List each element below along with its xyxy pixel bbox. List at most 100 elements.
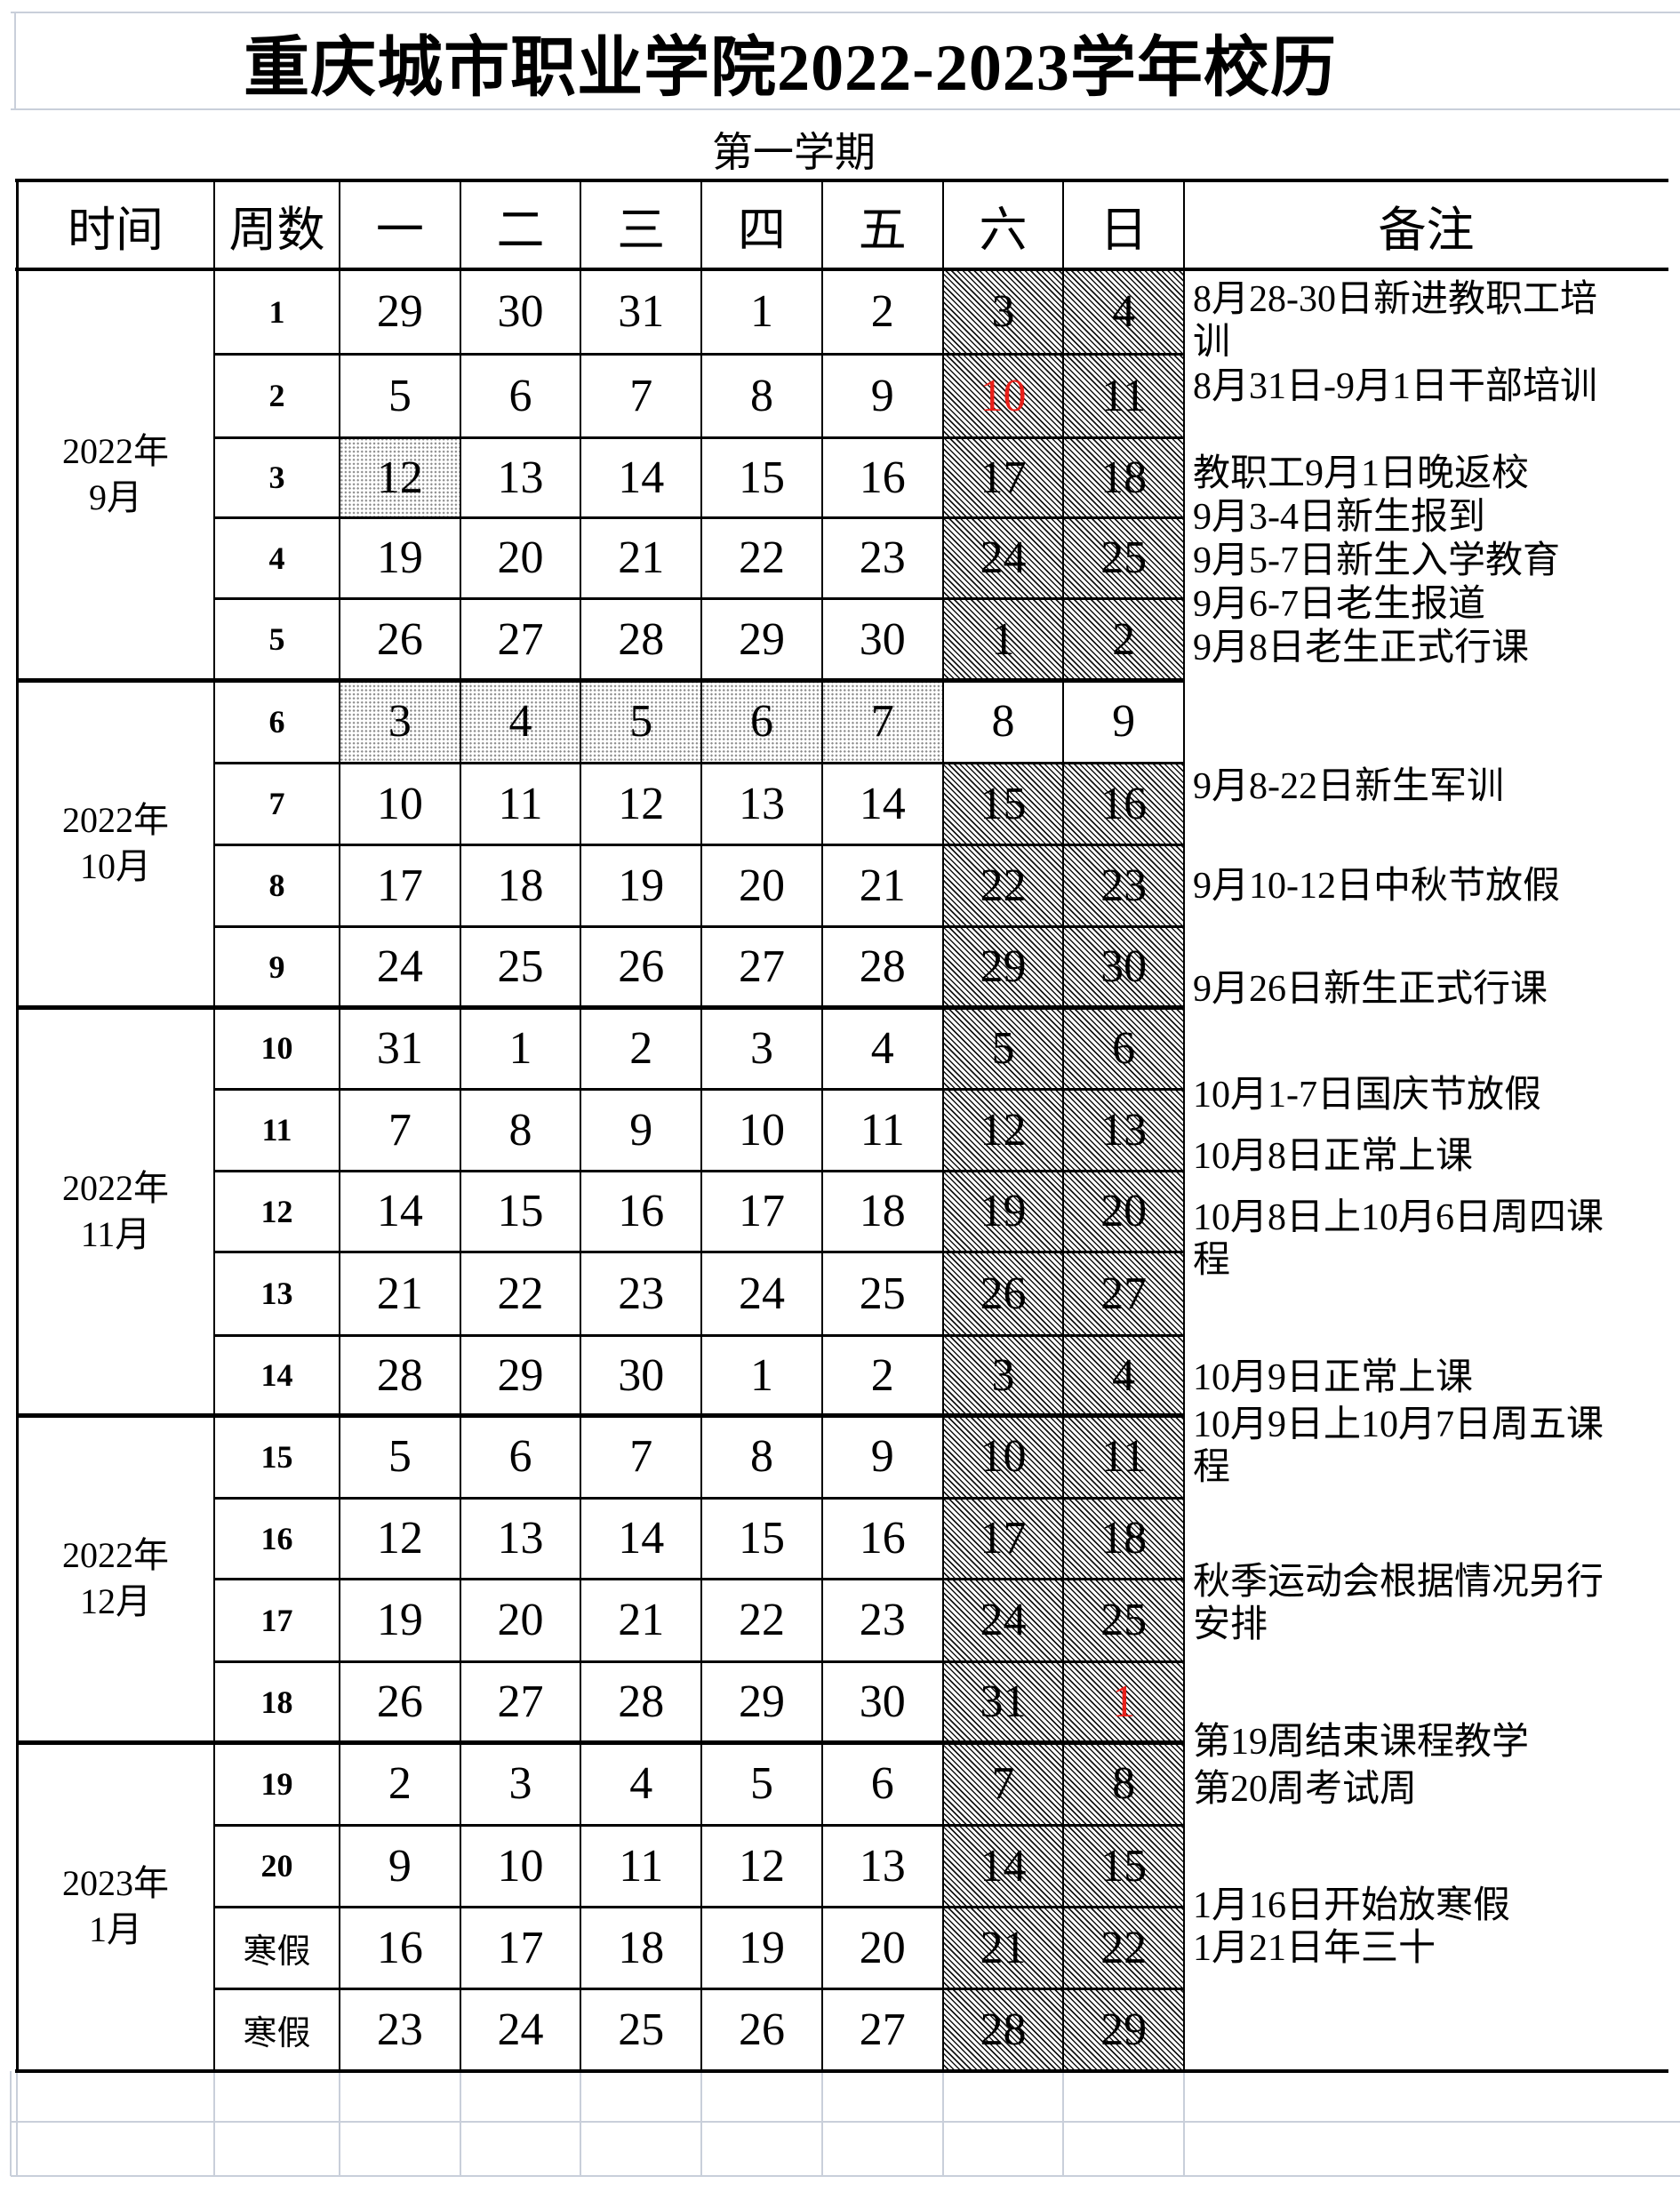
day-cell: 31 — [942, 1661, 1064, 1742]
header-day-label: 二 — [496, 203, 545, 257]
header-day-label: 六 — [979, 203, 1028, 257]
month-cell: 2022年 9月 — [17, 269, 214, 680]
day-number: 5 — [388, 1431, 412, 1482]
table-border-line — [17, 1004, 1184, 1010]
day-number: 14 — [859, 778, 906, 829]
remark-line: 10月9日上10月7日周五课 — [1193, 1404, 1604, 1445]
week-number-cell: 13 — [214, 1252, 340, 1335]
remark-item: 10月9日上10月7日周五课程 — [1193, 1404, 1664, 1489]
day-cell: 10 — [701, 1089, 822, 1171]
day-cell: 18 — [580, 1907, 701, 1988]
day-cell: 7 — [580, 354, 701, 437]
table-border-line — [214, 516, 1184, 519]
day-number: 28 — [376, 1349, 423, 1401]
day-number: 23 — [1100, 860, 1148, 911]
day-cell: 10 — [942, 354, 1064, 437]
day-number: 19 — [738, 1922, 785, 1973]
day-number: 13 — [859, 1840, 906, 1892]
day-number: 6 — [749, 696, 773, 747]
day-number: 19 — [618, 860, 665, 911]
day-number: 30 — [497, 286, 544, 337]
remark-line: 9月10-12日中秋节放假 — [1193, 866, 1560, 907]
day-cell: 21 — [340, 1252, 460, 1335]
day-number: 14 — [376, 1186, 423, 1236]
header-remarks-cell: 备注 — [1184, 180, 1668, 269]
day-cell: 12 — [701, 1825, 822, 1907]
day-cell: 5 — [340, 354, 460, 437]
day-number: 20 — [1100, 1186, 1148, 1236]
day-cell: 26 — [701, 1988, 822, 2071]
month-year-label: 2022年 — [62, 431, 169, 471]
day-number: 25 — [618, 2004, 665, 2055]
day-cell: 17 — [340, 844, 460, 926]
day-cell: 25 — [1063, 517, 1184, 598]
week-number-cell: 2 — [214, 354, 340, 437]
day-cell: 13 — [822, 1825, 943, 1907]
month-year-label: 2022年 — [62, 1535, 169, 1575]
header-time-cell: 时间 — [17, 180, 214, 269]
day-cell: 9 — [822, 1415, 943, 1498]
remark-item: 1月21日年三十 — [1193, 1927, 1664, 1970]
day-cell: 27 — [460, 1661, 581, 1742]
table-border-line — [1183, 180, 1185, 2071]
day-number: 28 — [618, 613, 665, 665]
day-number: 23 — [859, 1595, 906, 1645]
day-cell: 15 — [701, 437, 822, 517]
day-cell: 16 — [822, 1498, 943, 1579]
day-cell: 3 — [340, 680, 460, 763]
day-number: 23 — [618, 1268, 665, 1319]
remark-item: 教职工9月1日晚返校 — [1193, 452, 1664, 495]
day-number: 8 — [1112, 1758, 1136, 1809]
month-cell: 2022年 10月 — [17, 680, 214, 1007]
table-border-line — [214, 596, 1184, 600]
week-number-cell: 寒假 — [214, 1907, 340, 1988]
day-cell: 30 — [822, 1661, 943, 1742]
day-cell: 16 — [822, 437, 943, 517]
sheet-gridline — [339, 2071, 340, 2176]
day-cell: 1 — [701, 269, 822, 354]
day-cell: 28 — [580, 1661, 701, 1742]
day-cell: 2 — [340, 1742, 460, 1825]
day-cell: 27 — [460, 598, 581, 680]
month-name-label: 1月 — [89, 1909, 142, 1949]
day-number: 11 — [619, 1840, 664, 1892]
day-number: 7 — [388, 1104, 412, 1156]
day-cell: 22 — [1063, 1907, 1184, 1988]
week-number-label: 15 — [260, 1438, 293, 1475]
day-number: 28 — [618, 1676, 665, 1727]
day-cell: 6 — [701, 680, 822, 763]
day-number: 8 — [749, 1431, 773, 1482]
week-number-cell: 6 — [214, 680, 340, 763]
day-number: 1 — [1112, 1676, 1136, 1727]
day-cell: 19 — [942, 1171, 1064, 1252]
day-number: 8 — [991, 696, 1015, 747]
day-cell: 18 — [1063, 437, 1184, 517]
day-cell: 12 — [340, 1498, 460, 1579]
day-number: 21 — [859, 860, 906, 911]
day-cell: 21 — [942, 1907, 1064, 1988]
sheet-gridline — [1062, 2071, 1065, 2176]
month-name-label: 11月 — [80, 1213, 151, 1254]
day-number: 13 — [1100, 1104, 1148, 1156]
day-cell: 18 — [822, 1171, 943, 1252]
day-number: 30 — [859, 1676, 906, 1727]
day-number: 1 — [749, 1349, 773, 1401]
table-border-line — [459, 180, 461, 2071]
week-number-label: 5 — [268, 621, 285, 657]
header-day-label: 一 — [375, 203, 424, 257]
table-border-line — [213, 180, 215, 2071]
day-number: 20 — [738, 860, 785, 911]
day-cell: 1 — [1063, 1661, 1184, 1742]
day-number: 4 — [1112, 286, 1136, 337]
day-number: 24 — [980, 1595, 1027, 1645]
day-cell: 28 — [942, 1988, 1064, 2071]
day-number: 26 — [618, 941, 665, 992]
day-number: 3 — [508, 1758, 532, 1809]
table-border-line — [214, 1496, 1184, 1500]
day-cell: 14 — [822, 763, 943, 844]
week-number-cell: 5 — [214, 598, 340, 680]
day-number: 23 — [859, 532, 906, 583]
day-cell: 12 — [340, 437, 460, 517]
day-cell: 23 — [822, 517, 943, 598]
